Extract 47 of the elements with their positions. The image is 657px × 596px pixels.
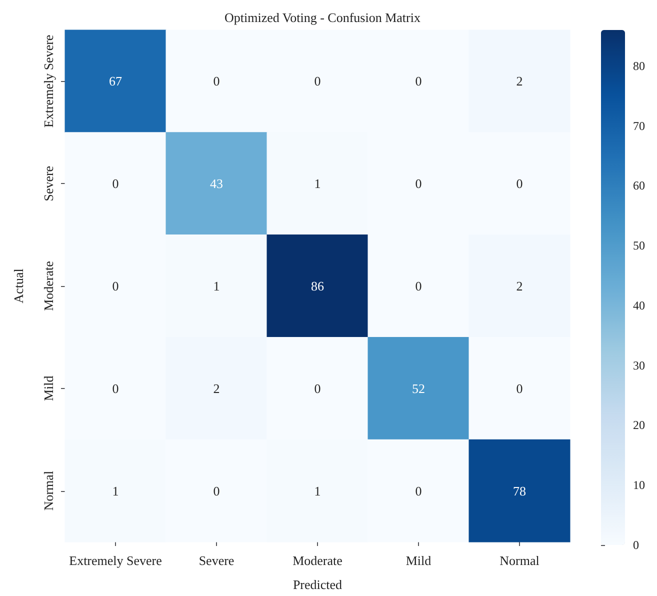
color-bar-label: 30 [633,358,645,372]
data-label: 2 [516,74,523,89]
data-label: 0 [516,176,523,192]
y-tick-label: Normal [41,470,56,511]
data-label: 0 [415,176,422,192]
data-label: 0 [415,278,422,294]
y-axis-title: Actual [11,268,26,304]
x-tick-label: Mild [406,553,432,568]
chart-title: Optimized Voting - Confusion Matrix [224,10,421,25]
color-bar-label: 0 [633,538,639,552]
color-bar-label: 10 [633,478,645,492]
y-tick-label: Moderate [41,260,56,311]
data-label: 67 [109,74,122,89]
data-label: 2 [213,380,220,396]
color-bar-label: 70 [633,118,645,133]
data-label: 0 [112,278,119,294]
color-bar-label: 50 [633,238,645,253]
data-label: 1 [314,176,321,192]
color-bar-label: 20 [633,418,645,432]
data-label: 43 [210,176,223,192]
data-label: 1 [213,278,220,294]
data-label: 0 [213,483,220,498]
x-axis-title: Predicted [292,577,343,592]
color-bar-label: 80 [633,58,645,73]
data-label: 0 [415,74,422,89]
y-tick-label: Severe [41,166,56,202]
data-label: 2 [516,278,523,294]
data-label: 0 [112,380,119,396]
data-label: 52 [412,380,425,396]
color-bar-label: 60 [633,178,645,193]
x-tick-label: Severe [198,553,234,568]
data-label: 1 [314,483,321,498]
data-label: 0 [415,483,422,498]
y-tick-label: Extremely Severe [41,34,56,128]
data-label: 0 [314,74,321,89]
color-bar-label: 40 [633,298,645,312]
x-tick-label: Normal [500,553,540,568]
data-label: 0 [516,380,523,396]
y-tick-label: Mild [41,375,56,402]
data-label: 86 [311,278,324,294]
data-label: 78 [513,483,526,498]
data-label: 1 [112,483,119,498]
data-label: 0 [112,176,119,192]
data-label: 0 [314,380,321,396]
x-tick-label: Extremely Severe [69,553,162,568]
data-label: 0 [213,74,220,89]
x-tick-label: Moderate [292,553,343,568]
